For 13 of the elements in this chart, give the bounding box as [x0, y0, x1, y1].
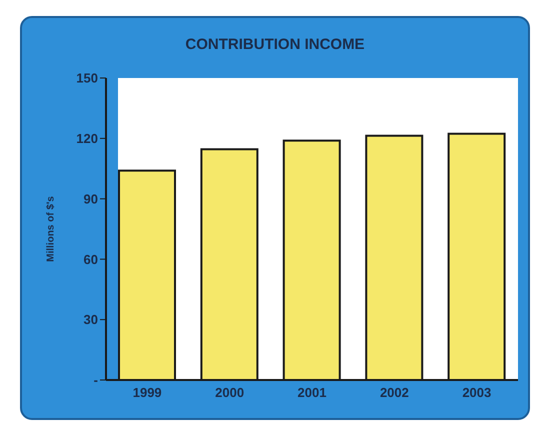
y-tick-label: 150	[76, 70, 98, 86]
chart-title: CONTRIBUTION INCOME	[184, 36, 366, 53]
x-tick-label: 1999	[132, 385, 162, 400]
y-tick-label: 60	[84, 252, 98, 267]
y-tick-label: -	[94, 372, 98, 388]
y-tick-label: 120	[76, 131, 98, 146]
y-axis-title: Millions of $'s	[46, 196, 57, 262]
y-tick-label: 30	[84, 312, 98, 328]
x-tick-label: 2002	[380, 385, 409, 400]
x-tick-label: 2003	[462, 385, 492, 400]
x-tick-label: 2000	[215, 385, 244, 400]
y-tick-label: 90	[84, 191, 98, 206]
x-tick-label: 2001	[298, 385, 326, 400]
